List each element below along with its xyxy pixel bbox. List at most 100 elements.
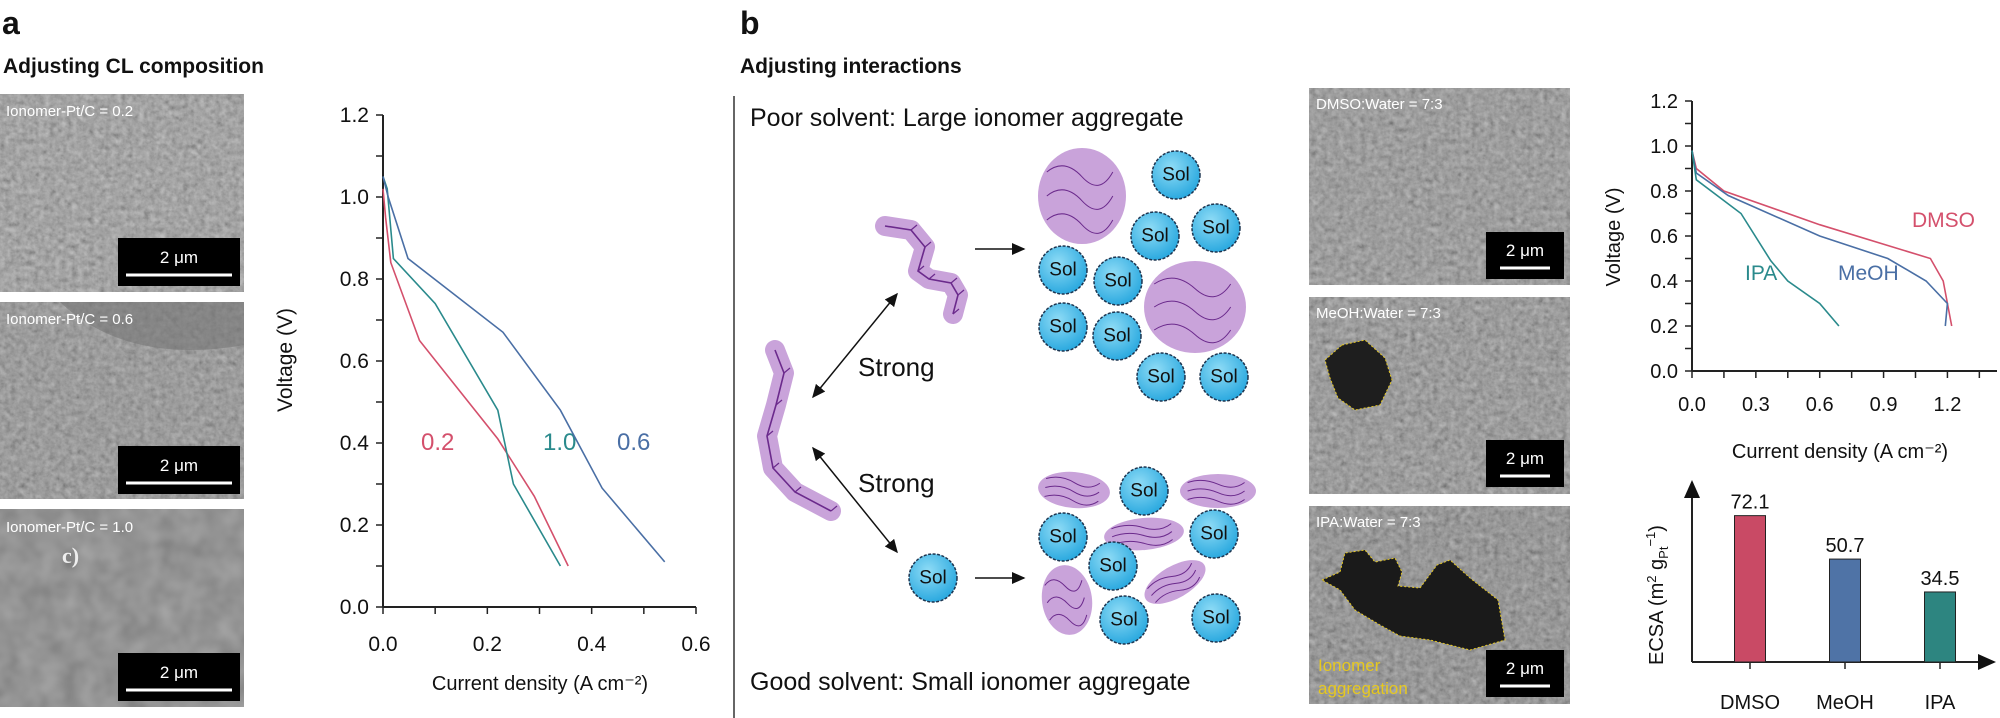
sem-label: Ionomer-Pt/C = 0.6 [6,311,133,328]
y-axis-label: Voltage (V) [274,308,297,412]
y-tick-label: 0.0 [1650,361,1678,383]
ionomer-chain-short [875,216,968,324]
sol-label: Sol [1099,556,1126,577]
bar-value-label: 72.1 [1731,492,1770,514]
solvent-molecule: Sol [1038,245,1088,295]
solvent-molecule: Sol [1191,203,1241,253]
x-axis-label: Current density (A cm⁻²) [1732,441,1948,463]
svg-text:2 μm: 2 μm [160,663,198,682]
chart-polarization-solvent: Voltage (V) Current density (A cm⁻²) 0.0… [1603,91,1997,463]
large-ionomer-aggregate [1038,148,1126,244]
sem-image-dmso: DMSO:Water = 7:3 2 μm [1309,88,1570,285]
overlay-mark: c) [62,543,79,568]
sem-image-ipa: IPA:Water = 7:3 Ionomer aggregation 2 μm [1309,506,1570,704]
sol-label: Sol [1049,527,1076,548]
x-axis-label: Current density (A cm⁻²) [432,673,648,695]
series-line-1.0 [382,176,562,567]
sem-image-ionomer-1.0: Ionomer-Pt/C = 1.0 c) 2 μm [0,509,244,707]
scale-bar: 2 μm [118,446,240,494]
sem-label: MeOH:Water = 7:3 [1316,305,1441,322]
panel-letter-b: b [740,5,760,41]
aggregation-outline [1324,339,1393,411]
double-arrow-icon [812,292,898,399]
sol-label: Sol [1200,524,1227,545]
bar-IPA [1924,591,1956,663]
y-tick-label: 0.0 [340,596,369,619]
x-tick-label: 0.6 [681,633,710,656]
sem-image-ionomer-0.6: Ionomer-Pt/C = 0.6 2 μm [0,302,244,499]
svg-text:2 μm: 2 μm [1506,659,1544,678]
small-ionomer-aggregate [1180,474,1256,508]
aggregation-outline [1320,549,1506,651]
sol-label: Sol [1162,165,1189,186]
series-label: MeOH [1838,262,1899,285]
solvent-molecule: Sol [1119,466,1169,516]
x-tick-label: 0.9 [1870,394,1898,416]
x-tick-label: 0.0 [368,633,397,656]
solvent-molecule: Sol [1151,150,1201,200]
svg-text:2 μm: 2 μm [1506,241,1544,260]
sol-label: Sol [1103,326,1130,347]
svg-text:2 μm: 2 μm [1506,449,1544,468]
y-tick-label: 0.8 [340,268,369,291]
series-line-MeOH [1691,150,1949,327]
y-tick-label: 1.2 [340,104,369,127]
x-tick-label: 0.3 [1742,394,1770,416]
y-tick-label: 0.8 [1650,181,1678,203]
solvent-molecule: Sol [1099,595,1149,645]
small-ionomer-aggregate [1144,560,1206,604]
y-tick-label: 0.4 [1650,271,1678,293]
bar-value-label: 34.5 [1921,568,1960,590]
annotation-ionomer: Ionomer [1318,656,1381,675]
scale-bar: 2 μm [118,238,240,286]
x-tick-label: 0.2 [473,633,502,656]
sem-label: IPA:Water = 7:3 [1316,514,1421,531]
scale-bar: 2 μm [1486,440,1564,487]
scale-bar: 2 μm [1486,650,1564,697]
chart-ecsa-bar: ECSA (m2 gPt−1) 72.1 DMSO 50.7 MeOH 34.5 IPA [1643,480,1996,714]
sem-image-ionomer-0.2: Ionomer-Pt/C = 0.2 2 μm [0,94,244,292]
sol-label: Sol [1110,610,1137,631]
x-tick-label: 1.2 [1934,394,1962,416]
good-solvent-caption: Good solvent: Small ionomer aggregate [750,668,1191,696]
series-label: 0.2 [421,429,454,456]
sol-label: Sol [919,568,946,589]
poor-solvent-caption: Poor solvent: Large ionomer aggregate [750,104,1184,132]
y-tick-label: 1.2 [1650,91,1678,113]
sol-label: Sol [1049,317,1076,338]
double-arrow-icon [812,446,898,554]
small-ionomer-aggregate [1041,565,1093,635]
solvent-molecule: Sol [1199,352,1249,402]
sol-label: Sol [1104,271,1131,292]
chart-polarization-ionomer-ratio: Voltage (V) Current density (A cm⁻²) 0.0… [274,104,711,695]
series-line-DMSO [1691,150,1953,327]
sem-image-meoh: MeOH:Water = 7:3 2 μm [1309,297,1570,494]
y-tick-label: 1.0 [1650,136,1678,158]
sol-label: Sol [1202,218,1229,239]
category-label: MeOH [1816,692,1874,714]
panel-b-heading: Adjusting interactions [740,55,962,78]
svg-text:2 μm: 2 μm [160,248,198,267]
category-label: IPA [1925,692,1956,714]
scale-bar: 2 μm [1486,232,1564,279]
bar-value-label: 50.7 [1826,535,1865,557]
solvent-molecule: Sol [1093,256,1143,306]
solvent-molecule: Sol [908,553,958,603]
series-label: 1.0 [543,429,576,456]
sol-label: Sol [1202,608,1229,629]
solvent-molecule: Sol [1191,593,1241,643]
y-tick-label: 0.6 [1650,226,1678,248]
y-tick-label: 0.6 [340,350,369,373]
panel-a-heading: Adjusting CL composition [3,55,264,78]
series-label: 0.6 [617,429,650,456]
sol-label: Sol [1049,260,1076,281]
y-tick-label: 1.0 [340,186,369,209]
annotation-aggregation: aggregation [1318,679,1408,698]
panel-letter-a: a [2,5,20,41]
interaction-label-bottom: Strong [858,468,935,498]
scale-bar: 2 μm [118,653,240,701]
bar-MeOH [1829,558,1861,663]
sol-label: Sol [1147,367,1174,388]
solvent-molecule: Sol [1092,311,1142,361]
